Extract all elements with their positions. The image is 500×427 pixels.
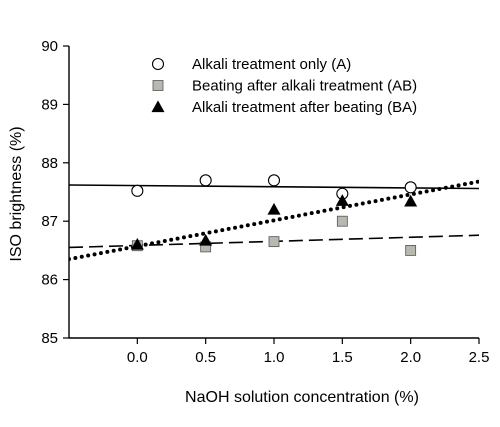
y-tick-label: 86 [41,272,58,289]
x-tick-label: 2.0 [400,349,421,366]
data-point [405,244,417,256]
data-point [404,181,417,194]
legend-item: Alkali treatment after beating (BA) [151,99,417,116]
data-point [335,194,349,206]
x-tick-label: 1.0 [264,349,285,366]
trendline [69,179,479,262]
legend-marker [152,80,164,91]
legend-label: Beating after alkali treatment (AB) [192,78,417,95]
legend-item: Alkali treatment only (A) [151,56,351,73]
data-point [199,233,213,246]
legend-marker [151,100,165,113]
legend: Alkali treatment only (A) Beating after a… [151,56,417,116]
x-tick-label: 1.5 [332,349,353,366]
x-tick-label: 2.5 [469,349,490,366]
y-tick-label: 88 [41,155,58,172]
y-tick-label: 85 [41,330,58,347]
data-point [199,174,212,187]
data-point [268,236,280,248]
legend-label: Alkali treatment only (A) [192,56,351,73]
x-tick-label: 0.5 [195,349,216,366]
data-point [336,215,348,227]
legend-marker [151,57,165,71]
data-point [404,194,418,207]
plot-layer [69,174,479,262]
axes-layer: 85 86 87 88 89 90 0.0 0.5 1.0 1.5 2.0 2.5 [41,38,489,366]
data-point [131,184,144,197]
legend-item: Beating after alkali treatment (AB) [152,78,417,95]
data-point [130,237,144,250]
data-point [267,202,281,215]
x-axis-title: NaOH solution concentration (%) [185,389,419,406]
x-tick-label: 0.0 [127,349,148,366]
y-axis-title: ISO brightness (%) [8,126,25,261]
y-tick-label: 87 [41,213,58,230]
legend-label: Alkali treatment after beating (BA) [192,99,417,116]
y-tick-label: 90 [41,38,58,55]
data-point [267,174,281,187]
y-tick-label: 89 [41,96,58,113]
